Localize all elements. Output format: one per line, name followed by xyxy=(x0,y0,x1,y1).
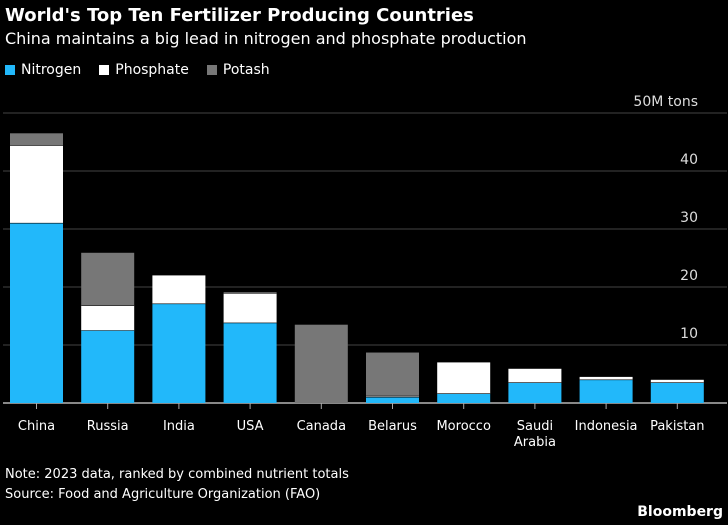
x-tick-label: Belarus xyxy=(368,419,417,434)
bar-nitrogen xyxy=(437,393,491,403)
bar-phosphate xyxy=(366,396,419,398)
y-tick-label: 30 xyxy=(680,210,698,226)
y-tick-label: 40 xyxy=(680,152,698,168)
bar-potash xyxy=(294,324,348,403)
legend-swatch xyxy=(206,65,217,75)
x-tick-label: Saudi xyxy=(517,419,553,434)
x-tick-label: Indonesia xyxy=(575,419,638,434)
bar-phosphate xyxy=(579,376,633,380)
chart-subtitle: China maintains a big lead in nitrogen a… xyxy=(5,29,527,48)
x-tick-label: Morocco xyxy=(436,419,490,434)
bar-nitrogen xyxy=(650,382,704,403)
y-tick-label: 50M tons xyxy=(633,94,698,110)
bar-nitrogen xyxy=(10,223,63,403)
bar-phosphate xyxy=(81,305,135,331)
legend-swatch xyxy=(5,65,15,75)
legend: Nitrogen Phosphate Potash xyxy=(5,62,270,78)
x-tick-label: Russia xyxy=(87,419,129,434)
bar-potash xyxy=(81,252,135,306)
x-tick-label: USA xyxy=(237,419,264,434)
bloomberg-logo: Bloomberg xyxy=(637,504,723,520)
legend-swatch xyxy=(99,65,110,75)
legend-item-phosphate: Phosphate xyxy=(99,62,189,78)
chart-source: Source: Food and Agriculture Organizatio… xyxy=(5,487,321,502)
bar-nitrogen xyxy=(366,397,419,403)
bar-nitrogen xyxy=(508,382,562,403)
bar-phosphate xyxy=(508,368,562,383)
stacked-bar-chart: 01020304050M tonsChinaRussiaIndiaUSACana… xyxy=(3,94,727,450)
bar-nitrogen xyxy=(152,303,206,403)
legend-item-potash: Potash xyxy=(206,62,270,78)
bar-phosphate xyxy=(223,293,277,323)
bar-potash xyxy=(223,292,277,294)
legend-label: Nitrogen xyxy=(21,62,82,78)
legend-label: Phosphate xyxy=(115,62,189,78)
x-tick-label: Arabia xyxy=(514,435,556,450)
bar-potash xyxy=(366,352,419,397)
bar-nitrogen xyxy=(81,330,135,403)
y-tick-label: 10 xyxy=(680,326,698,342)
bar-phosphate xyxy=(10,145,63,224)
bar-nitrogen xyxy=(579,379,633,403)
bar-potash xyxy=(10,133,63,146)
legend-item-nitrogen: Nitrogen xyxy=(5,62,81,78)
x-tick-label: Pakistan xyxy=(650,419,704,434)
x-tick-label: Canada xyxy=(297,419,346,434)
chart-title: World's Top Ten Fertilizer Producing Cou… xyxy=(5,5,474,26)
y-tick-label: 20 xyxy=(680,268,698,284)
legend-label: Potash xyxy=(222,62,270,78)
bar-phosphate xyxy=(437,362,491,394)
x-tick-label: China xyxy=(18,419,55,434)
bar-phosphate xyxy=(650,379,704,383)
chart-note: Note: 2023 data, ranked by combined nutr… xyxy=(5,467,349,482)
bar-phosphate xyxy=(152,275,206,304)
bar-nitrogen xyxy=(223,322,277,403)
x-tick-label: India xyxy=(163,419,195,434)
